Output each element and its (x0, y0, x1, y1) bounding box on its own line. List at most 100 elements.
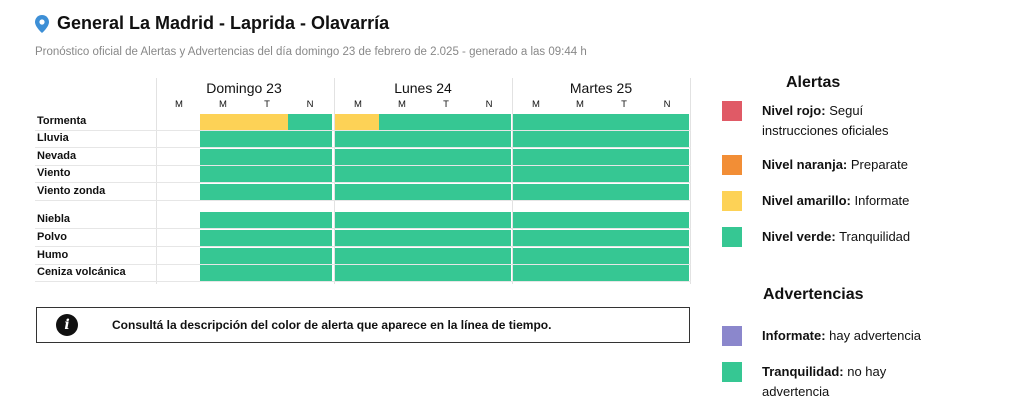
timeline-cell-green (200, 212, 244, 228)
legend-level-description: Informate (850, 193, 910, 208)
timeline-cell-green (467, 184, 511, 200)
day-separator (690, 78, 691, 284)
timeline-cell-green (200, 230, 244, 246)
alertas-legend-item: Nivel amarillo: Informate (722, 191, 1012, 211)
timeline-cell-green (379, 230, 423, 246)
timeline-cell-green (423, 230, 467, 246)
timeline-cell-green (335, 230, 379, 246)
timeline-cell-green (335, 166, 379, 182)
legend-text: Nivel naranja: Preparate (762, 155, 922, 175)
timeline-cell-green (557, 131, 601, 147)
timeline-cell-green (379, 212, 423, 228)
timeline-cell-green (557, 212, 601, 228)
timeline-cell-green (335, 149, 379, 165)
timeline-cell-yellow (200, 114, 244, 130)
slot-label: M (576, 99, 584, 110)
timeline-cell-green (513, 114, 557, 130)
timeline-cell-green (244, 131, 288, 147)
timeline-cell-green (645, 184, 689, 200)
timeline-cell-green (601, 166, 645, 182)
legend-level-description: no hay advertencia (762, 364, 887, 399)
legend-text: Nivel rojo: Seguí instrucciones oficiale… (762, 101, 922, 141)
timeline-cell-green (557, 248, 601, 264)
timeline-cell-green (244, 248, 288, 264)
color-swatch (722, 191, 742, 211)
timeline-cell-green (423, 131, 467, 147)
timeline-cell-green (423, 265, 467, 281)
timeline-cell-green (557, 114, 601, 130)
slot-label: M (532, 99, 540, 110)
row-label: Viento (37, 167, 71, 179)
row-label: Polvo (37, 231, 67, 243)
timeline-cell-green (467, 212, 511, 228)
info-box: i Consultá la descripción del color de a… (36, 307, 690, 343)
timeline-cell-green (379, 166, 423, 182)
timeline-cell-green (379, 265, 423, 281)
timeline-cell-green (467, 230, 511, 246)
timeline-cell-green (288, 166, 332, 182)
timeline-cell-green (601, 230, 645, 246)
color-swatch (722, 326, 742, 346)
timeline-cell-green (513, 149, 557, 165)
timeline-cell-green (601, 184, 645, 200)
timeline-cell-green (467, 131, 511, 147)
timeline-cell-green (467, 149, 511, 165)
timeline-cell-green (467, 166, 511, 182)
legend-level-name: Tranquilidad: (762, 364, 844, 379)
timeline-cell-green (557, 184, 601, 200)
timeline-cell-green (200, 131, 244, 147)
timeline-cell-green (288, 265, 332, 281)
row-divider (35, 200, 691, 201)
timeline-cell-green (645, 114, 689, 130)
timeline-cell-green (379, 248, 423, 264)
timeline-cell-green (601, 131, 645, 147)
legend-text: Nivel verde: Tranquilidad (762, 227, 922, 247)
timeline-cell-green (601, 265, 645, 281)
slot-label: N (663, 99, 671, 110)
alertas-heading: Alertas (786, 74, 841, 91)
color-swatch (722, 362, 742, 382)
row-divider (35, 165, 691, 166)
day-label: Lunes 24 (394, 80, 452, 96)
alertas-legend-item: Nivel rojo: Seguí instrucciones oficiale… (722, 101, 1012, 141)
day-separator (334, 78, 335, 284)
timeline-cell-green (335, 184, 379, 200)
timeline-cell-green (423, 248, 467, 264)
slot-label: T (621, 99, 627, 110)
timeline-cell-green (244, 265, 288, 281)
row-label: Lluvia (37, 132, 69, 144)
slot-label: N (485, 99, 493, 110)
timeline-cell-green (513, 248, 557, 264)
slot-label: M (219, 99, 227, 110)
timeline-cell-green (645, 131, 689, 147)
alertas-legend-item: Nivel verde: Tranquilidad (722, 227, 1012, 247)
color-swatch (722, 227, 742, 247)
timeline-cell-green (288, 248, 332, 264)
timeline-cell-green (288, 230, 332, 246)
timeline-cell-green (288, 114, 332, 130)
timeline-cell-green (335, 131, 379, 147)
legend-text: Tranquilidad: no hay advertencia (762, 362, 922, 402)
row-divider (35, 228, 691, 229)
slot-label: M (175, 99, 183, 110)
timeline-cell-green (379, 131, 423, 147)
info-icon: i (56, 314, 78, 336)
timeline-cell-green (557, 230, 601, 246)
timeline-cell-green (423, 166, 467, 182)
timeline-cell-green (557, 149, 601, 165)
timeline-cell-green (601, 114, 645, 130)
timeline-cell-green (288, 149, 332, 165)
timeline-cell-green (288, 184, 332, 200)
timeline-cell-green (244, 212, 288, 228)
timeline-cell-green (645, 166, 689, 182)
timeline-cell-green (244, 149, 288, 165)
alert-timeline-grid: Domingo 23 M M T N Lunes 24 M M T N Martes 25 M M T N T… (35, 78, 691, 284)
timeline-cell-green (645, 265, 689, 281)
row-divider (35, 264, 691, 265)
timeline-cell-green (244, 166, 288, 182)
slot-label: M (354, 99, 362, 110)
timeline-cell-green (513, 184, 557, 200)
timeline-cell-green (200, 166, 244, 182)
timeline-cell-green (467, 265, 511, 281)
advertencias-legend-item: Informate: hay advertencia (722, 326, 1012, 346)
